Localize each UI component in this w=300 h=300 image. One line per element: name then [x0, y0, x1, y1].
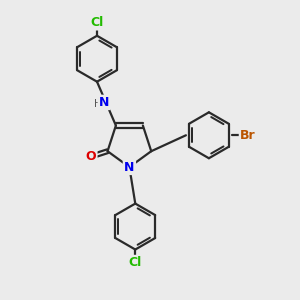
Text: H: H	[94, 99, 101, 109]
Text: Br: Br	[240, 129, 256, 142]
Text: Cl: Cl	[90, 16, 104, 29]
Text: N: N	[124, 160, 135, 174]
Text: N: N	[99, 96, 109, 109]
Text: O: O	[85, 150, 96, 163]
Text: Cl: Cl	[129, 256, 142, 269]
